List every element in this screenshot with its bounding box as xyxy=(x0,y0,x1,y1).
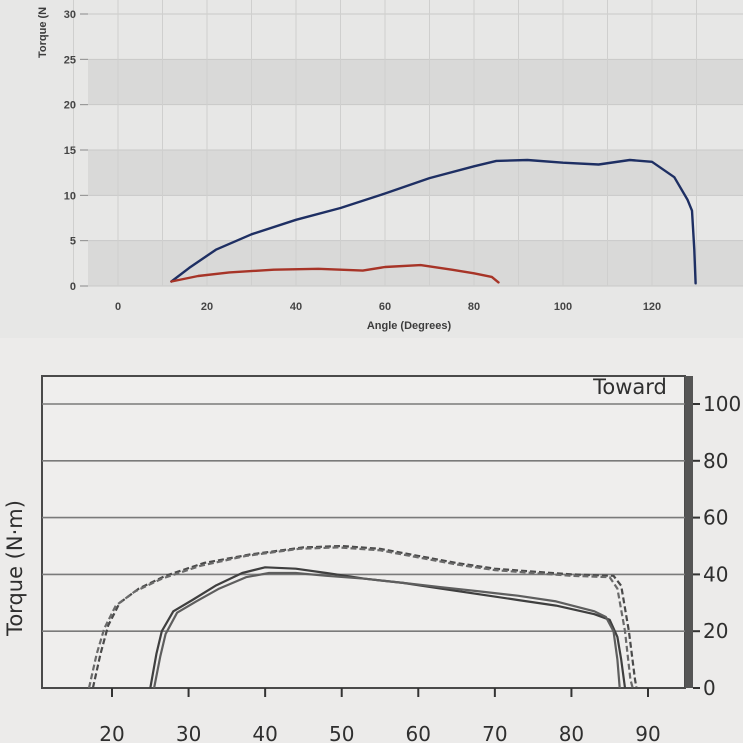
torque-angle-chart-top: 0 20 40 60 80 100 120 0 5 10 15 20 25 30 Angle (Degre… xyxy=(0,0,743,338)
chart-top-x-tick-label: 40 xyxy=(290,301,302,313)
chart-bottom-x-tick-label: 80 xyxy=(559,722,584,743)
chart-top-grid-band xyxy=(88,59,743,105)
chart-bottom-svg: 20 30 40 50 60 70 80 90 0 20 40 60 80 100 Toward Torq… xyxy=(3,375,741,743)
chart-top-x-tick-label: 0 xyxy=(115,301,121,313)
chart-top-y-tick-label: 30 xyxy=(64,9,76,21)
chart-top-x-tick-label: 120 xyxy=(643,301,661,313)
chart-bottom-x-tick-label: 50 xyxy=(329,722,354,743)
chart-bottom-y-tick-label: 80 xyxy=(703,449,728,473)
chart-bottom-y-tick-label: 20 xyxy=(703,619,728,643)
chart-bottom-series-line-3 xyxy=(153,571,621,689)
chart-bottom-frame xyxy=(41,375,686,689)
chart-bottom-y-tick-label: 40 xyxy=(703,562,728,586)
chart-bottom-x-tick-label: 30 xyxy=(176,722,201,743)
chart-bottom-series xyxy=(87,544,638,689)
chart-bottom-annotation-toward: Toward xyxy=(592,375,667,399)
chart-top-series-line-0 xyxy=(170,158,697,285)
chart-top-y-tick-label: 0 xyxy=(70,281,76,293)
chart-top-y-axis-label: Torque (N xyxy=(37,7,49,58)
chart-top-x-tick-label: 80 xyxy=(468,301,480,313)
chart-bottom-series-line-1 xyxy=(87,546,634,689)
chart-bottom-grid xyxy=(41,375,693,689)
chart-top-x-tick-label: 60 xyxy=(379,301,391,313)
chart-top-grid-band xyxy=(88,150,743,196)
chart-bottom-x-tick-label: 60 xyxy=(406,722,431,743)
chart-bottom-ticks: 20 30 40 50 60 70 80 90 0 20 40 60 80 100 xyxy=(99,392,741,743)
chart-top-y-tick-label: 15 xyxy=(64,145,76,157)
chart-bottom-x-tick-label: 70 xyxy=(482,722,507,743)
chart-top-series-line-1 xyxy=(170,263,500,284)
chart-bottom-x-tick-label: 90 xyxy=(635,722,660,743)
chart-top-series xyxy=(170,158,697,285)
chart-top-y-tick-label: 10 xyxy=(64,190,76,202)
chart-bottom-right-axis-bar xyxy=(685,376,693,688)
chart-top-grid xyxy=(73,0,743,287)
chart-top-y-tick-label: 20 xyxy=(64,100,76,112)
chart-top-y-tick-label: 5 xyxy=(70,236,76,248)
chart-top-ticks: 0 20 40 60 80 100 120 0 5 10 15 20 25 30 xyxy=(64,9,661,313)
chart-bottom-series-line-0 xyxy=(91,544,638,689)
chart-top-x-tick-label: 100 xyxy=(554,301,572,313)
torque-angle-chart-bottom: 20 30 40 50 60 70 80 90 0 20 40 60 80 100 Toward Torq… xyxy=(0,338,743,743)
chart-bottom-y-tick-label: 100 xyxy=(703,392,741,416)
chart-bottom-x-tick-label: 40 xyxy=(252,722,277,743)
chart-bottom-y-axis-label: Torque (N·m) xyxy=(3,500,27,637)
chart-bottom-x-tick-label: 20 xyxy=(99,722,124,743)
chart-bottom-y-tick-label: 0 xyxy=(703,676,716,700)
chart-top-svg: 0 20 40 60 80 100 120 0 5 10 15 20 25 30 Angle (Degre… xyxy=(37,0,743,332)
chart-top-y-tick-label: 25 xyxy=(64,54,76,66)
chart-bottom-y-tick-label: 60 xyxy=(703,506,728,530)
chart-top-x-tick-label: 20 xyxy=(201,301,213,313)
chart-top-x-axis-label: Angle (Degrees) xyxy=(367,320,452,332)
